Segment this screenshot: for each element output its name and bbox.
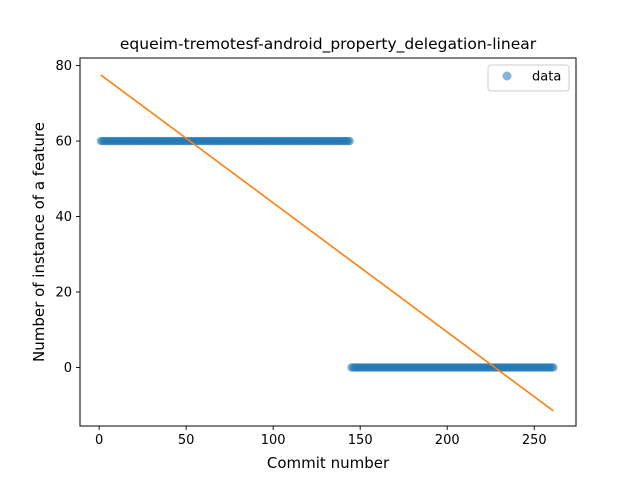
- y-axis-label: Number of instance of a feature: [30, 122, 48, 362]
- x-tick-label: 250: [522, 433, 547, 448]
- x-tick-label: 100: [261, 433, 286, 448]
- legend-label: data: [532, 70, 561, 85]
- y-tick-label: 20: [55, 286, 72, 301]
- x-tick-label: 50: [178, 433, 195, 448]
- x-tick-label: 200: [435, 433, 460, 448]
- plot-frame: [79, 57, 577, 427]
- y-tick-label: 40: [55, 210, 72, 225]
- plot-area: [96, 74, 558, 412]
- chart-title: equeim-tremotesf-android_property_delega…: [120, 35, 537, 54]
- x-axis: 0 50 100 150 200 250: [95, 426, 547, 448]
- x-tick-label: 150: [348, 433, 373, 448]
- x-tick-label: 0: [95, 433, 103, 448]
- data-point: [549, 363, 558, 372]
- y-tick-label: 60: [55, 135, 72, 150]
- fit-line: [100, 74, 554, 412]
- legend-marker: [502, 71, 512, 81]
- y-tick-label: 0: [64, 361, 72, 376]
- y-axis: 0 20 40 60 80: [55, 59, 80, 376]
- x-axis-label: Commit number: [267, 454, 390, 472]
- legend: data: [487, 64, 570, 92]
- legend-box: [487, 64, 570, 92]
- data-point: [345, 136, 354, 146]
- y-tick-label: 80: [55, 59, 72, 74]
